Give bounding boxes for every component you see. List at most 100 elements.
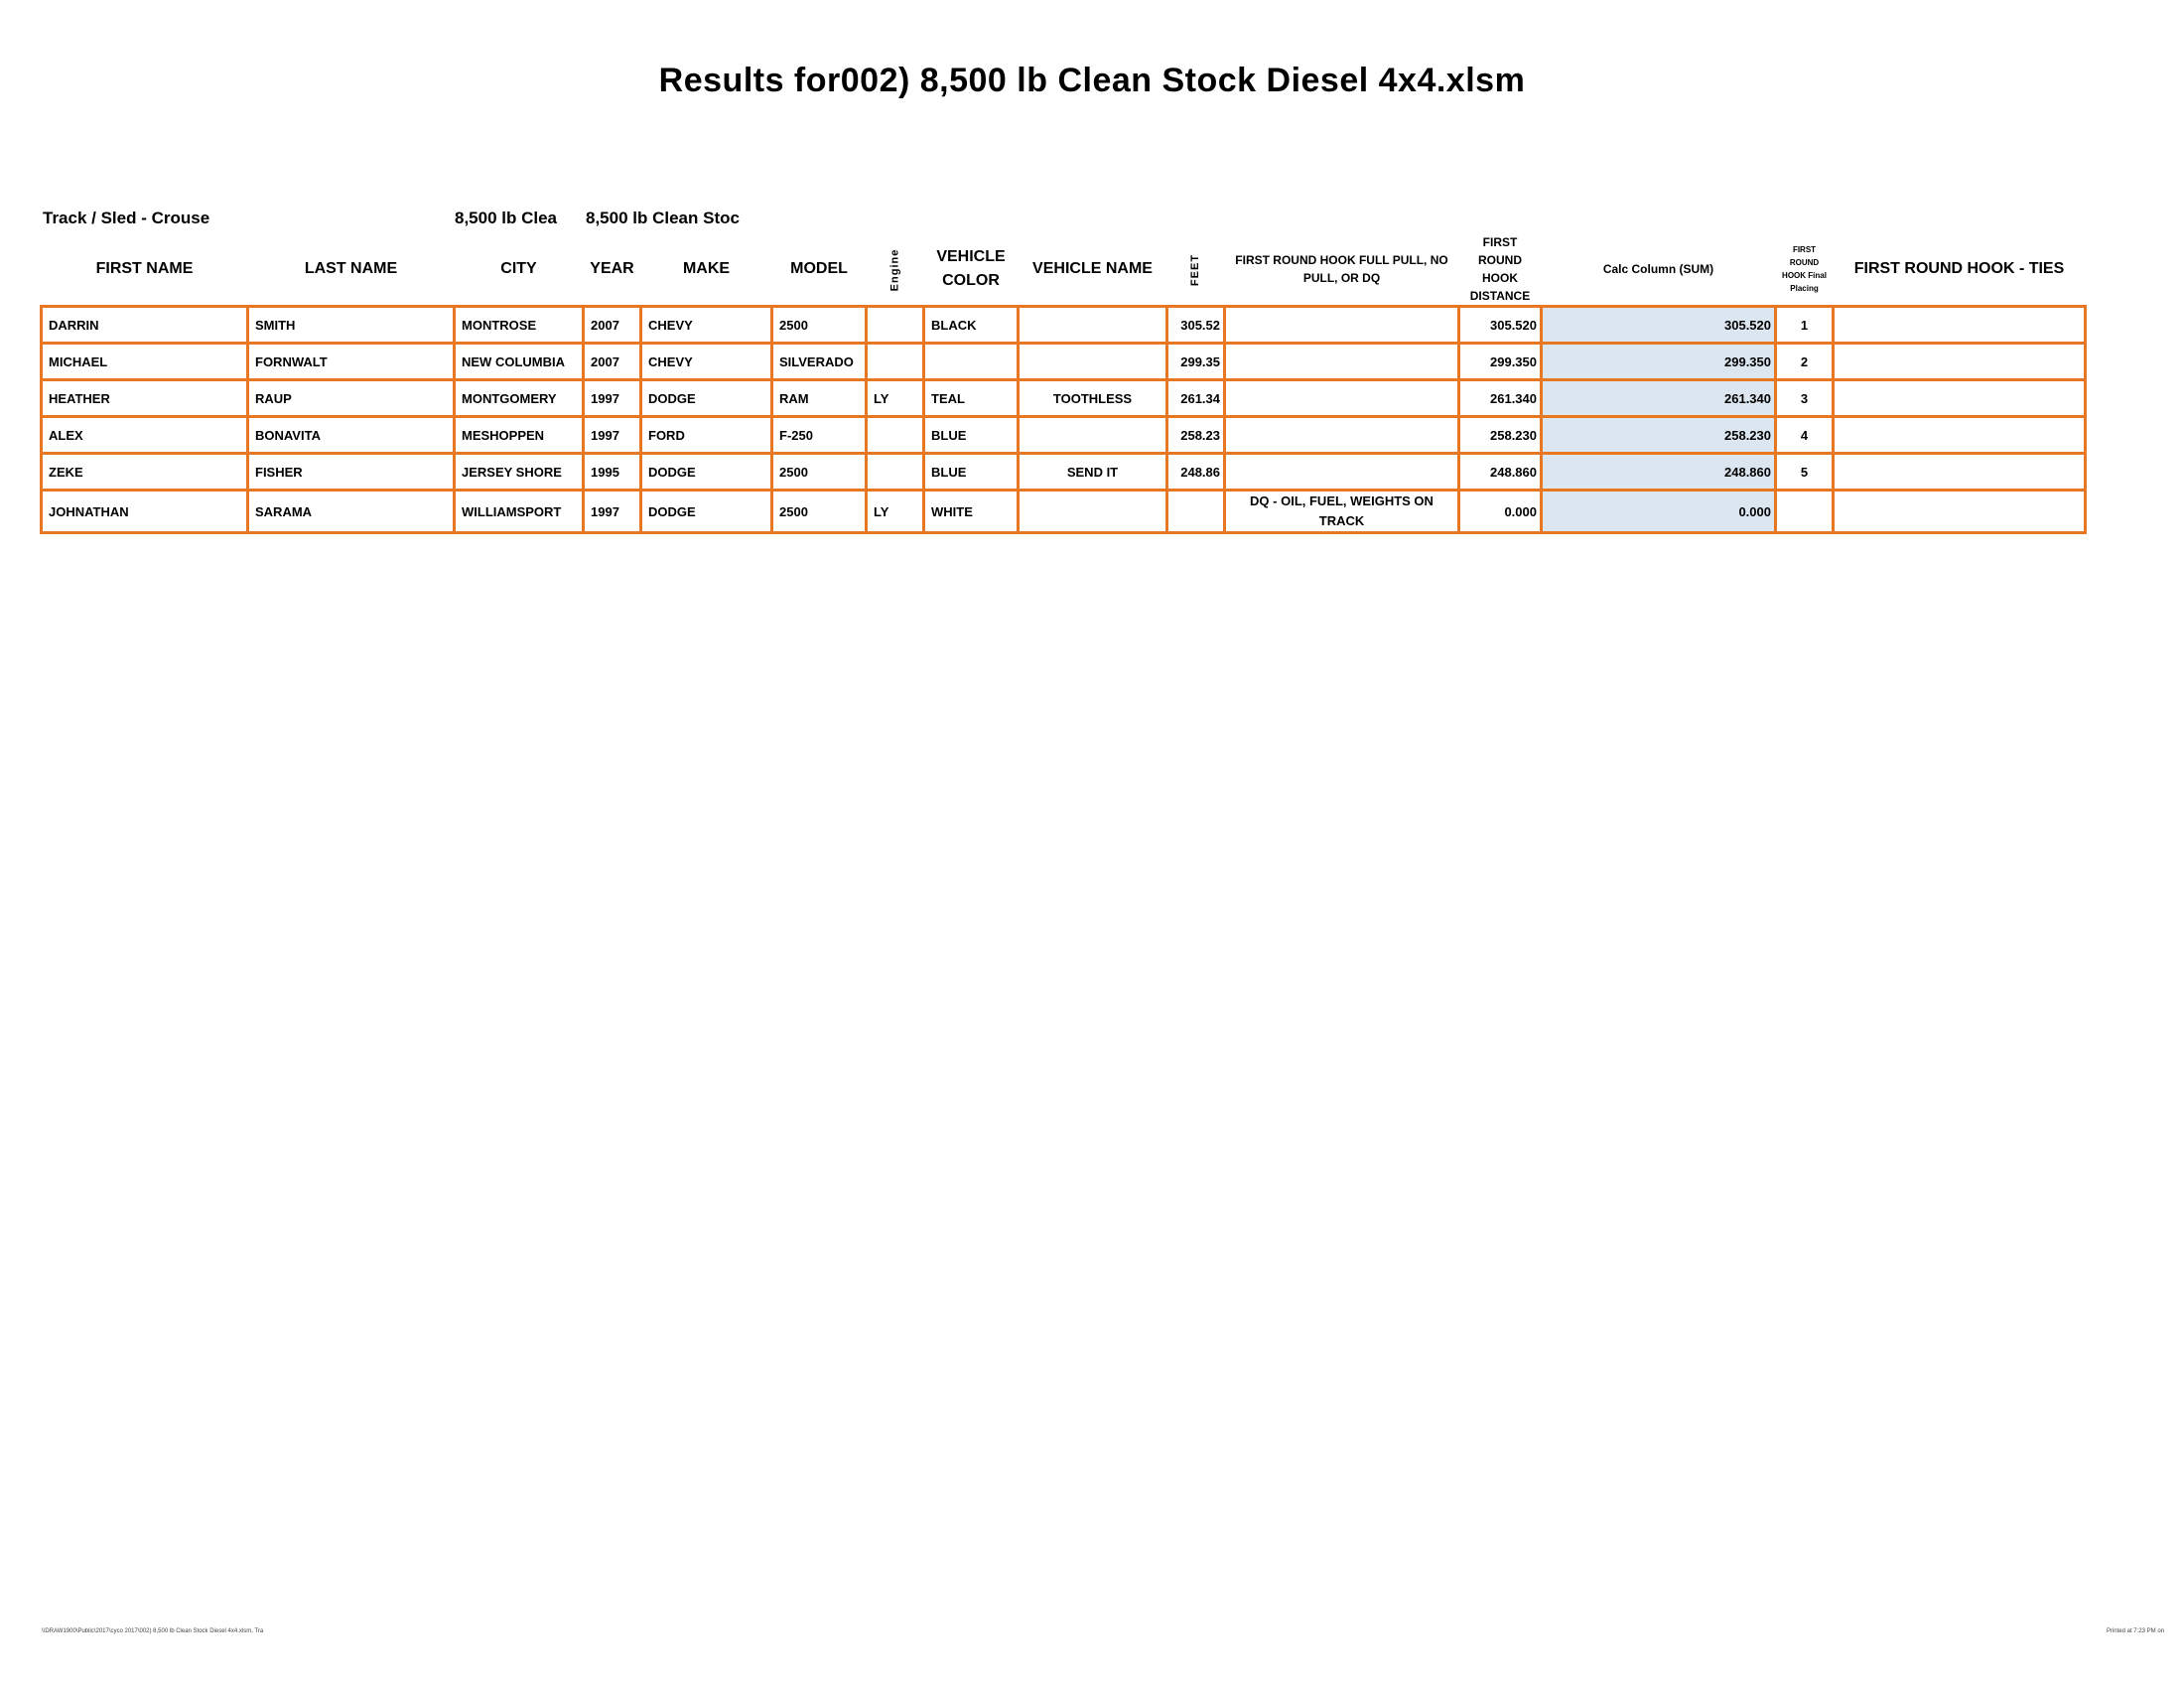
table-cell: 248.860: [1540, 452, 1777, 492]
table-cell: RAUP: [246, 378, 456, 418]
column-header: LAST NAME: [304, 260, 398, 277]
table-cell: [1774, 489, 1835, 534]
table-cell: 4: [1774, 415, 1835, 455]
table-cell: [1165, 489, 1226, 534]
table-cell: 2007: [582, 305, 642, 345]
table-cell: BLACK: [922, 305, 1020, 345]
table-cell: [865, 305, 925, 345]
table-cell: JOHNATHAN: [40, 489, 249, 534]
table-cell: MONTGOMERY: [453, 378, 585, 418]
table-cell: [1832, 378, 2087, 418]
column-header: FIRST ROUND HOOK FULL PULL, NO PULL, OR …: [1235, 253, 1448, 285]
class-label-b: 8,500 lb Clean Stoc: [586, 209, 740, 227]
column-header: MODEL: [790, 260, 848, 277]
table-cell: ALEX: [40, 415, 249, 455]
table-cell: F-250: [770, 415, 868, 455]
table-cell: LY: [865, 489, 925, 534]
table-cell: DQ - OIL, FUEL, WEIGHTS ON TRACK: [1223, 489, 1460, 534]
table-cell: [1832, 305, 2087, 345]
page-title: Results for002) 8,500 lb Clean Stock Die…: [658, 62, 1526, 99]
table-cell: 305.52: [1165, 305, 1226, 345]
table-cell: [1017, 342, 1168, 381]
table-cell: SMITH: [246, 305, 456, 345]
table-cell: DODGE: [639, 378, 773, 418]
table-cell: 261.34: [1165, 378, 1226, 418]
table-row: ZEKE FISHER JERSEY SHORE 1995 DODGE 2500 BLUE S…: [40, 452, 2087, 492]
footer-file-path: \\DRAW1900\Public\2017\cyco 2017\002) 8,…: [42, 1628, 264, 1634]
table-cell: [1223, 378, 1460, 418]
table-cell: 1: [1774, 305, 1835, 345]
table-cell: TEAL: [922, 378, 1020, 418]
table-cell: 0.000: [1457, 489, 1543, 534]
column-header: FIRST ROUND HOOK Final Placing: [1782, 245, 1827, 293]
table-cell: MONTROSE: [453, 305, 585, 345]
column-header: VEHICLE COLOR: [936, 248, 1006, 289]
table-cell: [865, 342, 925, 381]
table-cell: [1832, 452, 2087, 492]
table-cell: 261.340: [1540, 378, 1777, 418]
table-cell: 248.86: [1165, 452, 1226, 492]
table-cell: CHEVY: [639, 305, 773, 345]
table-cell: [1832, 415, 2087, 455]
table-cell: 1997: [582, 378, 642, 418]
table-cell: 2500: [770, 305, 868, 345]
track-label: Track / Sled - Crouse: [43, 209, 210, 227]
table-cell: JERSEY SHORE: [453, 452, 585, 492]
table-cell: 1995: [582, 452, 642, 492]
table-cell: BLUE: [922, 415, 1020, 455]
table-cell: ZEKE: [40, 452, 249, 492]
header-row: FIRST NAME LAST NAME CITY YEAR MAKE MODEL Engi…: [42, 233, 2086, 307]
table-cell: DODGE: [639, 489, 773, 534]
table-cell: WILLIAMSPORT: [453, 489, 585, 534]
table-row: HEATHER RAUP MONTGOMERY 1997 DODGE RAM LY TEAL T…: [40, 378, 2087, 418]
class-label-a: 8,500 lb Clea: [455, 209, 558, 227]
table-cell: 1997: [582, 415, 642, 455]
table-cell: BLUE: [922, 452, 1020, 492]
table-cell: 258.230: [1457, 415, 1543, 455]
table-row: MICHAEL FORNWALT NEW COLUMBIA 2007 CHEVY SILV…: [40, 342, 2087, 381]
column-header: VEHICLE NAME: [1032, 260, 1153, 277]
table-cell: MICHAEL: [40, 342, 249, 381]
table-cell: 299.350: [1540, 342, 1777, 381]
column-header: CITY: [500, 260, 537, 277]
table-cell: [922, 342, 1020, 381]
footer-printed: Printed at 7:23 PM on: [2106, 1628, 2164, 1634]
column-header: FIRST ROUND HOOK DISTANCE: [1469, 235, 1531, 303]
table-cell: 261.340: [1457, 378, 1543, 418]
table-cell: LY: [865, 378, 925, 418]
table-row: DARRIN SMITH MONTROSE 2007 CHEVY 2500 BLACK 305…: [40, 305, 2087, 345]
column-header: MAKE: [682, 260, 731, 277]
table-cell: DODGE: [639, 452, 773, 492]
column-header: FEET: [1189, 253, 1202, 286]
table-cell: 2500: [770, 452, 868, 492]
table-cell: 299.35: [1165, 342, 1226, 381]
table-row: JOHNATHAN SARAMA WILLIAMSPORT 1997 DODGE 2500…: [40, 489, 2087, 534]
table-cell: [1223, 342, 1460, 381]
table-cell: [1223, 305, 1460, 345]
table-cell: SARAMA: [246, 489, 456, 534]
column-header: FIRST ROUND HOOK - TIES: [1853, 260, 2065, 277]
table-cell: 3: [1774, 378, 1835, 418]
table-cell: 5: [1774, 452, 1835, 492]
table-cell: MESHOPPEN: [453, 415, 585, 455]
table-cell: 0.000: [1540, 489, 1777, 534]
table-cell: CHEVY: [639, 342, 773, 381]
table-cell: NEW COLUMBIA: [453, 342, 585, 381]
table-cell: [865, 452, 925, 492]
table-cell: [1223, 415, 1460, 455]
table-cell: [1017, 415, 1168, 455]
table-cell: BONAVITA: [246, 415, 456, 455]
table-cell: 258.23: [1165, 415, 1226, 455]
table-cell: 248.860: [1457, 452, 1543, 492]
table-cell: 258.230: [1540, 415, 1777, 455]
table-row: ALEX BONAVITA MESHOPPEN 1997 FORD F-250 BLUE 25…: [40, 415, 2087, 455]
column-header: Calc Column (SUM): [1602, 262, 1714, 276]
table-cell: TOOTHLESS: [1017, 378, 1168, 418]
table-cell: 2: [1774, 342, 1835, 381]
column-header: Engine: [888, 248, 901, 291]
table-cell: SEND IT: [1017, 452, 1168, 492]
table-cell: FORD: [639, 415, 773, 455]
table-cell: 299.350: [1457, 342, 1543, 381]
table-cell: 1997: [582, 489, 642, 534]
table-cell: [1223, 452, 1460, 492]
